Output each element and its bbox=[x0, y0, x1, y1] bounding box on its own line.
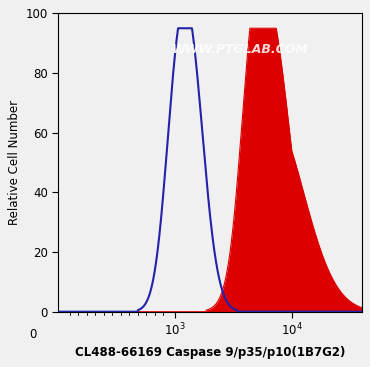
Text: WWW.PTGLAB.COM: WWW.PTGLAB.COM bbox=[172, 43, 309, 56]
X-axis label: CL488-66169 Caspase 9/p35/p10(1B7G2): CL488-66169 Caspase 9/p35/p10(1B7G2) bbox=[75, 346, 345, 359]
Y-axis label: Relative Cell Number: Relative Cell Number bbox=[9, 100, 21, 225]
Text: 0: 0 bbox=[30, 328, 37, 341]
